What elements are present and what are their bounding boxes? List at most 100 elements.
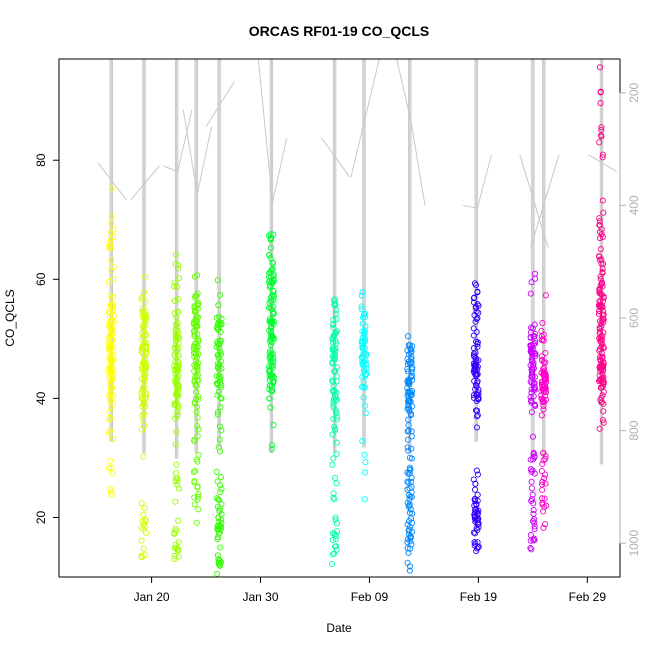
data-point: [331, 301, 338, 309]
data-point: [107, 395, 114, 402]
data-point: [404, 365, 411, 372]
data-point: [331, 496, 338, 503]
data-point: [406, 360, 413, 367]
pressure-trace-line: [530, 154, 560, 248]
data-point: [215, 522, 222, 529]
data-point: [540, 402, 547, 410]
data-point: [475, 507, 482, 514]
pressure-trace-line: [182, 109, 212, 195]
data-point: [215, 351, 222, 358]
data-point: [107, 245, 114, 252]
data-point: [138, 376, 145, 383]
data-point: [599, 234, 606, 241]
data-point: [330, 415, 337, 422]
data-point: [333, 480, 340, 487]
data-point: [191, 368, 198, 375]
data-point: [540, 331, 547, 338]
data-point: [404, 444, 411, 451]
data-point: [110, 400, 117, 407]
data-point: [541, 495, 548, 502]
data-point: [527, 545, 534, 552]
data-point: [110, 356, 117, 363]
data-point: [270, 260, 277, 267]
data-point: [532, 337, 539, 345]
data-point: [530, 346, 537, 353]
data-point: [597, 246, 604, 253]
data-point: [217, 448, 224, 455]
data-point: [538, 392, 545, 399]
data-point: [362, 469, 369, 476]
pressure-trace-line: [257, 58, 288, 203]
pressure-trace-line: [163, 109, 193, 173]
data-point: [473, 548, 480, 555]
data-point: [362, 323, 369, 330]
data-point: [106, 373, 113, 380]
data-point: [173, 392, 181, 399]
data-point: [404, 559, 411, 566]
data-point: [600, 344, 607, 351]
data-point: [529, 433, 537, 440]
data-point: [405, 388, 412, 395]
data-point: [404, 536, 411, 543]
data-point: [407, 349, 414, 356]
data-point: [142, 365, 149, 372]
data-point: [217, 404, 224, 411]
data-point: [408, 528, 416, 535]
data-point: [406, 509, 413, 516]
data-point: [270, 309, 277, 316]
data-point: [359, 437, 366, 445]
data-point: [359, 361, 366, 368]
data-point: [216, 436, 223, 443]
data-point: [597, 301, 604, 309]
data-point: [529, 467, 536, 474]
data-point: [329, 431, 336, 438]
data-point: [600, 209, 607, 216]
data-point: [598, 343, 605, 351]
data-point: [267, 244, 275, 251]
data-point: [331, 387, 338, 394]
data-point: [105, 430, 112, 437]
data-point: [109, 302, 116, 310]
data-point: [194, 496, 201, 503]
pressure-trace-line: [588, 154, 617, 173]
data-point: [109, 328, 116, 335]
data-point: [332, 427, 339, 434]
data-point: [107, 404, 114, 411]
data-point: [331, 423, 338, 430]
data-point: [267, 236, 274, 243]
data-point: [171, 555, 178, 562]
data-point: [528, 279, 535, 286]
data-point: [599, 197, 606, 204]
data-point: [218, 516, 225, 523]
data-point: [329, 536, 336, 544]
data-point: [528, 379, 535, 386]
x-axis-label: Date: [326, 621, 352, 635]
data-point: [267, 334, 275, 341]
data-point: [599, 341, 606, 348]
data-point: [527, 537, 534, 544]
data-point: [596, 372, 603, 379]
data-point: [329, 378, 337, 385]
data-point: [475, 524, 482, 531]
data-point: [408, 373, 416, 380]
data-point: [527, 466, 534, 473]
data-point: [530, 510, 537, 517]
data-point: [141, 410, 148, 417]
data-point: [270, 311, 277, 318]
data-point: [359, 345, 366, 352]
data-point: [215, 496, 222, 503]
data-point: [404, 469, 411, 476]
data-point: [600, 329, 607, 336]
data-point: [529, 491, 536, 498]
data-point: [597, 353, 604, 360]
data-point: [596, 425, 603, 432]
data-point: [142, 350, 149, 358]
data-point: [106, 465, 113, 472]
data-point: [531, 380, 538, 387]
data-point: [359, 314, 367, 321]
data-point: [600, 419, 607, 426]
data-point: [267, 371, 274, 378]
data-point: [474, 340, 481, 347]
data-point: [531, 386, 538, 393]
data-point: [532, 330, 539, 338]
